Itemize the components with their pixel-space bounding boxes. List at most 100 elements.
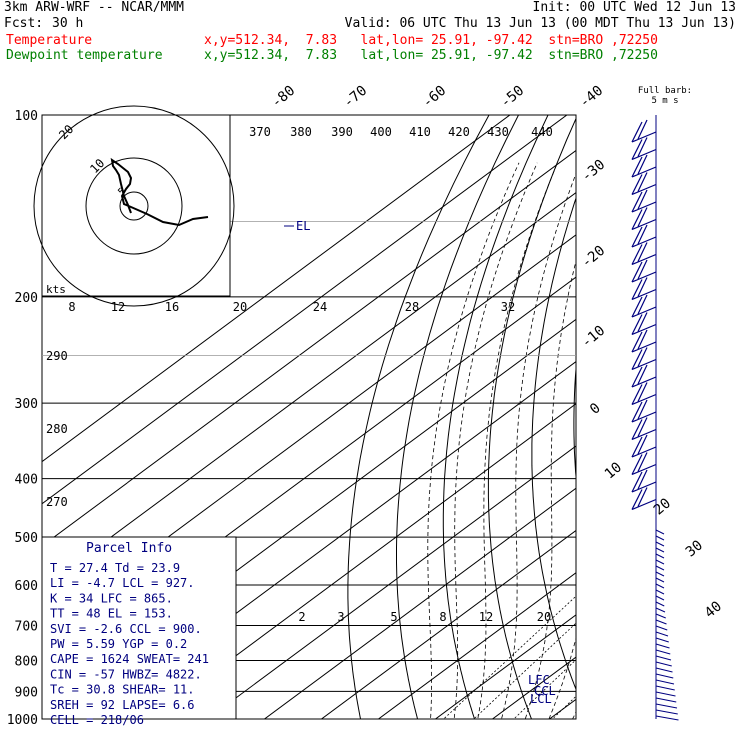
barb-staff [631, 201, 657, 213]
pressure-tick-label: 800 [15, 654, 38, 669]
barb-flag [631, 401, 643, 423]
wind-barb [631, 312, 657, 336]
temperature-legend-info: x,y=512.34, 7.83 lat,lon= 25.91, -97.42 … [204, 33, 658, 48]
isotherm [377, 572, 576, 719]
low-level-barb [655, 715, 679, 721]
isotherm-label: -10 [579, 323, 609, 352]
hodograph-units: kts [46, 283, 66, 296]
barb-flag [631, 314, 643, 335]
low-level-barb [655, 625, 668, 631]
barb-flag [631, 419, 643, 440]
pressure-tick-label: 400 [15, 473, 38, 488]
wind-barbs: Full barb:5 m s [631, 86, 692, 721]
mixing-ratio-label: 2 [298, 610, 305, 624]
isotherm [42, 192, 576, 589]
moist-adiabat [658, 163, 740, 732]
barb-flag [631, 454, 643, 475]
dry-adiabat [573, 363, 576, 483]
hodograph-frame [41, 114, 231, 297]
parcel-row: T = 27.4 Td = 23.9 [50, 561, 180, 575]
barb-staff [631, 428, 657, 441]
barb-flag [631, 471, 643, 493]
speed-scale-label: 20 [233, 300, 247, 314]
wind-barb [631, 469, 657, 493]
temperature-legend-label: Temperature [6, 33, 93, 48]
barb-flag [631, 191, 643, 213]
theta-label: 400 [370, 125, 392, 139]
parcel-row: CIN = -57 HWBZ= 4822. [50, 667, 202, 681]
full-barb-units: 5 m s [651, 96, 678, 106]
pressure-tick-label: 900 [15, 685, 38, 700]
barb-flag [631, 261, 643, 283]
barb-flag [631, 209, 643, 230]
isotherm [42, 115, 568, 505]
barb-staff [631, 131, 657, 143]
dry-adiabat [615, 87, 711, 731]
barb-staff [631, 183, 657, 196]
low-level-barb [655, 703, 678, 709]
wind-barb [631, 382, 657, 406]
low-level-barb [655, 637, 669, 643]
low-level-barb [655, 649, 671, 655]
low-level-barb [655, 529, 665, 535]
wind-barb [631, 154, 657, 178]
isotherm-label: -80 [269, 83, 299, 112]
wind-barb [631, 294, 657, 318]
barb-flag [631, 139, 643, 160]
parcel-row: Tc = 30.8 SHEAR= 11. [50, 683, 195, 697]
isotherm [646, 87, 740, 731]
temperature-profile [647, 115, 740, 719]
theta-label: 370 [249, 125, 271, 139]
mixing-ratio-label: 20 [537, 610, 551, 624]
barb-flag [637, 242, 648, 262]
barb-flag [637, 469, 648, 490]
isotherm [149, 403, 576, 719]
wind-barb [631, 172, 657, 196]
low-level-barb [655, 661, 672, 667]
isotherm-label: -50 [498, 83, 528, 112]
valid-time: Valid: 06 UTC Thu 13 Jun 13 (00 MDT Thu … [344, 16, 736, 31]
barb-flag [637, 382, 648, 402]
speed-scale-label: 16 [165, 300, 179, 314]
pressure-tick-label: 100 [15, 109, 38, 124]
speed-scale-label: 12 [111, 300, 125, 314]
wind-barb [631, 277, 657, 301]
barb-flag [631, 226, 643, 248]
theta-label: 430 [487, 125, 509, 139]
low-level-barb [655, 613, 666, 619]
moist-adiabat [635, 163, 740, 732]
barb-flag [631, 121, 643, 143]
theta-label: 390 [331, 125, 353, 139]
barb-flag [637, 119, 648, 140]
low-level-barb [655, 667, 673, 673]
barb-flag [637, 364, 648, 385]
isotherm [703, 87, 740, 731]
barb-flag [631, 349, 643, 370]
mixing-ratio-line [574, 594, 715, 732]
wind-barb [631, 207, 657, 231]
full-barb-label: Full barb: [638, 86, 692, 96]
wind-barb [631, 347, 657, 371]
isotherm-label: 0 [587, 400, 604, 418]
hodograph-trace [110, 157, 209, 227]
init-time: Init: 00 UTC Wed 12 Jun 13 [532, 0, 737, 15]
speed-scale-label: 24 [313, 300, 327, 314]
barb-staff [631, 218, 657, 231]
moist-adiabat [524, 259, 576, 719]
barb-staff [631, 236, 657, 248]
parcel-info-box: Parcel Info T = 27.4 Td = 23.9LI = -4.7 L… [41, 536, 237, 727]
mixing-ratio-label: 5 [390, 610, 397, 624]
barb-flag [637, 277, 648, 297]
mixing-ratio-line [473, 622, 576, 719]
barb-flag [631, 156, 643, 178]
low-level-barb [655, 577, 665, 583]
moist-adiabat [477, 162, 558, 719]
forecast-hour: 30 h [52, 16, 84, 31]
moist-adiabat [612, 163, 740, 732]
isotherm-label: -70 [341, 83, 371, 112]
low-level-barb [655, 691, 676, 697]
dewpoint-legend-label: Dewpoint temperature [6, 48, 163, 63]
low-level-barb [655, 631, 669, 637]
